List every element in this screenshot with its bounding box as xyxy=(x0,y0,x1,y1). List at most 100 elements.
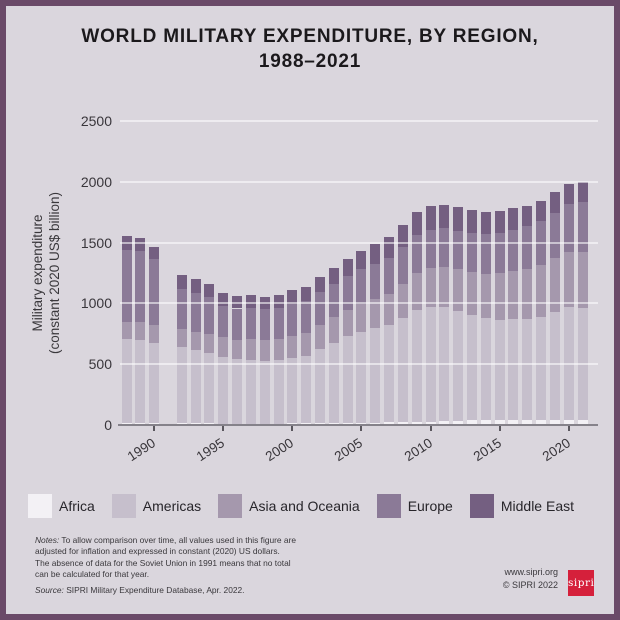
bar-segment-europe-2020 xyxy=(563,204,574,253)
bar-segment-europe-2005 xyxy=(356,269,367,304)
y-axis-title-line2: (constant 2020 US$ billion) xyxy=(47,191,62,355)
bar-segment-europe-2003 xyxy=(328,284,339,318)
notes-label: Notes: xyxy=(35,535,60,545)
y-tick-label-2500: 2500 xyxy=(80,113,112,129)
bar-segment-americas-2017 xyxy=(522,318,533,420)
bar-segment-middle-east-2017 xyxy=(522,205,533,227)
bar-segment-europe-2007 xyxy=(384,257,395,294)
bar-segment-asia-and-oceania-2009 xyxy=(411,273,422,311)
bar-segment-middle-east-2010 xyxy=(425,206,436,230)
note-line: can be calculated for that year. xyxy=(35,568,150,579)
bar-segment-asia-and-oceania-2010 xyxy=(425,268,436,307)
bar-segment-middle-east-2006 xyxy=(370,244,381,264)
bar-segment-middle-east-2014 xyxy=(480,211,491,235)
bar-segment-asia-and-oceania-1988 xyxy=(121,322,132,340)
bar-segment-europe-2013 xyxy=(467,233,477,273)
legend-label: Asia and Oceania xyxy=(249,498,360,514)
source-line: Source: SIPRI Military Expenditure Datab… xyxy=(35,585,245,596)
bar-segment-europe-2019 xyxy=(549,212,560,259)
bar-segment-europe-2009 xyxy=(411,235,422,274)
bar-segment-middle-east-2004 xyxy=(342,259,353,277)
bar-segment-asia-and-oceania-2019 xyxy=(549,258,560,312)
gridline-1500 xyxy=(120,241,598,244)
legend-item-europe: Europe xyxy=(376,494,453,518)
bar-segment-asia-and-oceania-2005 xyxy=(356,303,367,332)
bar-segment-asia-and-oceania-2021 xyxy=(577,251,588,308)
bar-segment-europe-1990 xyxy=(149,258,160,326)
bar-segment-asia-and-oceania-1999 xyxy=(273,338,284,361)
bar-segment-americas-1996 xyxy=(232,359,243,424)
bar-segment-middle-east-2005 xyxy=(356,250,367,270)
bar-segment-americas-2012 xyxy=(453,310,464,421)
bar-segment-europe-2004 xyxy=(342,276,353,310)
bar-segment-africa-2017 xyxy=(522,420,533,425)
legend-label: Middle East xyxy=(500,498,574,514)
bar-segment-africa-2020 xyxy=(563,420,574,425)
bar-segment-middle-east-2021 xyxy=(577,181,588,203)
bar-segment-middle-east-1999 xyxy=(273,294,284,308)
bar-segment-americas-1998 xyxy=(259,360,270,424)
legend-item-africa: Africa xyxy=(28,494,95,518)
bar-segment-africa-2021 xyxy=(577,420,588,425)
bar-segment-africa-2012 xyxy=(453,420,464,425)
legend-item-asia-and-oceania: Asia and Oceania xyxy=(218,494,360,518)
bar-segment-asia-and-oceania-2012 xyxy=(453,269,464,311)
y-tick-label-0: 0 xyxy=(104,417,112,433)
bar-segment-africa-2010 xyxy=(425,421,436,425)
note-line: Notes: To allow comparison over time, al… xyxy=(35,535,297,545)
bar-segment-europe-1996 xyxy=(232,308,243,340)
legend-swatch-europe xyxy=(376,494,401,518)
bar-segment-europe-1988 xyxy=(121,250,132,323)
bar-segment-middle-east-1992 xyxy=(176,274,187,289)
bar-segment-asia-and-oceania-2014 xyxy=(480,273,491,319)
bar-segment-middle-east-2012 xyxy=(453,207,464,231)
bar-segment-africa-2009 xyxy=(411,421,422,425)
bar-segment-asia-and-oceania-2002 xyxy=(314,324,325,350)
bar-segment-americas-1997 xyxy=(245,359,256,424)
bar-segment-europe-1997 xyxy=(245,308,256,340)
bar-segment-americas-2000 xyxy=(287,357,298,424)
bar-segment-europe-2002 xyxy=(314,292,325,325)
bar-segment-asia-and-oceania-1992 xyxy=(176,328,187,348)
bar-segment-europe-2000 xyxy=(287,304,298,336)
bar-segment-asia-and-oceania-2015 xyxy=(494,273,505,320)
bar-segment-asia-and-oceania-1998 xyxy=(259,339,270,361)
bar-segment-middle-east-2018 xyxy=(536,201,547,222)
bar-segment-europe-2021 xyxy=(577,202,588,252)
bar-segment-middle-east-2003 xyxy=(328,268,339,285)
bar-segment-asia-and-oceania-1996 xyxy=(232,339,243,360)
bar-segment-americas-2004 xyxy=(342,336,353,424)
bar-segment-africa-2019 xyxy=(549,420,560,425)
bar-segment-europe-1999 xyxy=(273,307,284,339)
footer-credits: www.sipri.org © SIPRI 2022 xyxy=(503,566,558,591)
bar-segment-africa-2013 xyxy=(467,420,477,425)
bar-segment-asia-and-oceania-2003 xyxy=(328,317,339,343)
legend: Africa Americas Asia and Oceania Europe Midd… xyxy=(28,494,574,518)
x-tick-mark-2010 xyxy=(429,426,432,431)
bar-segment-middle-east-2011 xyxy=(439,205,450,229)
bar-segment-americas-1994 xyxy=(204,353,215,424)
gridline-1000 xyxy=(120,302,598,305)
gridline-2500 xyxy=(120,120,598,122)
bar-segment-africa-2007 xyxy=(384,422,395,425)
chart-title: WORLD MILITARY EXPENDITURE, BY REGION, 1… xyxy=(0,24,620,74)
bar-segment-middle-east-2015 xyxy=(494,210,505,233)
bar-segment-europe-1994 xyxy=(204,297,215,334)
bar-segment-europe-2011 xyxy=(439,228,450,268)
bar-segment-asia-and-oceania-2011 xyxy=(439,267,450,307)
bar-segment-middle-east-2008 xyxy=(397,225,408,248)
bar-segment-europe-2012 xyxy=(453,230,464,270)
bar-segment-europe-1998 xyxy=(259,309,270,340)
chart-title-line2: 1988–2021 xyxy=(258,51,362,72)
bar-segment-europe-1989 xyxy=(135,251,146,323)
bar-segment-americas-1988 xyxy=(121,339,132,424)
bar-segment-americas-1999 xyxy=(273,360,284,424)
bar-segment-asia-and-oceania-2007 xyxy=(384,293,395,326)
note-line: adjusted for inflation and expressed in … xyxy=(35,546,280,557)
bar-segment-europe-2006 xyxy=(370,263,381,299)
x-tick-mark-2000 xyxy=(291,426,294,431)
bar-segment-americas-2016 xyxy=(508,319,519,420)
bar-segment-americas-2007 xyxy=(384,325,395,423)
bar-segment-asia-and-oceania-1993 xyxy=(190,331,201,351)
y-tick-label-1000: 1000 xyxy=(80,295,112,312)
